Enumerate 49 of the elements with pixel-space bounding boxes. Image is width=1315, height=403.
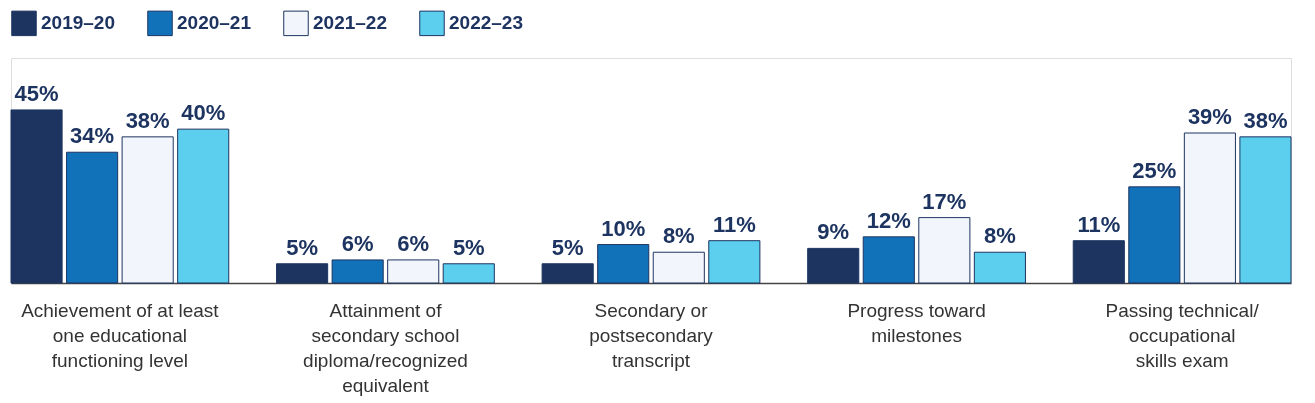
legend-label: 2022–23: [449, 12, 523, 34]
data-label: 5%: [286, 234, 319, 260]
data-label: 5%: [551, 234, 584, 260]
legend-label: 2020–21: [177, 12, 252, 34]
data-label: 34%: [70, 123, 115, 149]
data-label: 38%: [1243, 107, 1288, 133]
bar: [973, 251, 1026, 284]
bar: [708, 240, 761, 284]
bar: [276, 263, 329, 284]
data-label: 17%: [922, 188, 967, 214]
data-label: 8%: [662, 223, 695, 249]
legend-label: 2021–22: [313, 12, 387, 34]
data-label: 10%: [601, 215, 646, 241]
bar: [597, 244, 650, 284]
data-label: 6%: [341, 230, 374, 256]
data-label: 12%: [866, 207, 911, 233]
data-label: 39%: [1187, 104, 1232, 129]
data-label: 8%: [983, 223, 1016, 249]
x-tick-label: Passing technical/ occupational skills exam: [1105, 299, 1260, 371]
data-label: 45%: [14, 80, 59, 106]
x-tick-label: Secondary or postsecondary transcript: [589, 299, 714, 371]
data-label: 11%: [712, 211, 756, 237]
legend-label: 2019–20: [41, 12, 115, 34]
bar: [66, 151, 119, 284]
data-label: 9%: [817, 219, 850, 245]
bar: [1072, 240, 1125, 284]
bar: [331, 259, 384, 284]
data-label: 11%: [1077, 211, 1121, 237]
bar: [442, 263, 495, 284]
data-label: 38%: [125, 107, 170, 133]
data-label: 25%: [1132, 157, 1177, 183]
bar: [807, 247, 860, 284]
bar: [10, 109, 63, 284]
data-label: 40%: [181, 100, 226, 126]
data-label: 5%: [452, 234, 485, 260]
bar: [121, 136, 174, 284]
bar: [541, 263, 594, 284]
bar: [1239, 136, 1292, 284]
bar: [652, 251, 705, 284]
bar: [918, 217, 971, 284]
x-tick-label: Progress toward milestones: [847, 299, 986, 346]
x-tick-label: Achievement of at least one educational functioning level: [21, 299, 220, 371]
data-label: 6%: [397, 230, 430, 256]
bar: [862, 236, 915, 284]
bar: [387, 259, 440, 284]
bar: [1183, 132, 1236, 284]
bar: [1128, 186, 1181, 284]
bar: [177, 128, 230, 284]
x-tick-label: Attainment of secondary school diploma/recognized equivalent: [303, 299, 468, 396]
